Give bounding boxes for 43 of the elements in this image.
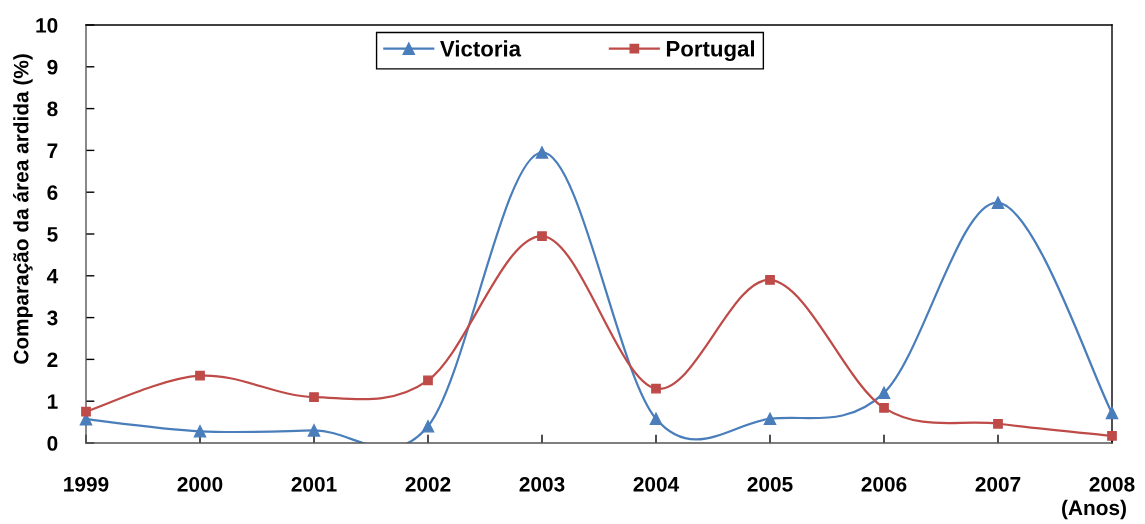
point	[421, 420, 435, 433]
point	[765, 275, 775, 285]
point	[81, 406, 91, 417]
y-tick-label: 1	[47, 394, 58, 409]
point	[195, 370, 205, 381]
point	[307, 424, 321, 437]
point	[1105, 406, 1119, 420]
x-tick-label: 2002	[405, 476, 451, 492]
point	[879, 403, 889, 413]
y-tick-label: 6	[47, 185, 58, 200]
point	[877, 386, 891, 400]
y-tick-label: 8	[47, 101, 58, 117]
legend-label: Victoria	[440, 40, 522, 57]
y-tick-label: 4	[46, 269, 59, 284]
point	[537, 231, 547, 241]
x-tick-label: 2000	[177, 476, 223, 492]
legend-label: Portugal	[666, 40, 755, 62]
point	[993, 418, 1003, 429]
y-tick-label: 9	[47, 59, 58, 75]
y-tick-label: 10	[36, 18, 58, 33]
point	[423, 375, 433, 386]
point	[309, 392, 319, 402]
x-tick-label: 2001	[291, 476, 337, 492]
point	[535, 146, 549, 159]
y-tick-label: 2	[47, 352, 58, 367]
x-tick-label: 2007	[975, 476, 1021, 492]
y-tick-label: 7	[47, 143, 58, 158]
x-tick-label: 2004	[633, 476, 680, 492]
x-tick-label: 1999	[64, 476, 109, 492]
x-tick-label: 2005	[747, 476, 793, 492]
point	[763, 412, 777, 426]
y-tick-label: 3	[47, 310, 58, 326]
x-tick-label: 2006	[861, 476, 907, 492]
point	[991, 196, 1005, 209]
x-tick-label: 2003	[519, 476, 565, 492]
x-axis-title: (Anos)	[1062, 499, 1126, 520]
point	[651, 383, 661, 394]
y-axis-title: Comparação da área ardida (%)	[13, 54, 33, 364]
point	[649, 412, 663, 426]
y-tick-label: 0	[47, 436, 58, 451]
x-tick-label: 2008	[1089, 476, 1135, 492]
y-tick-label: 5	[47, 227, 58, 242]
point	[193, 425, 207, 438]
